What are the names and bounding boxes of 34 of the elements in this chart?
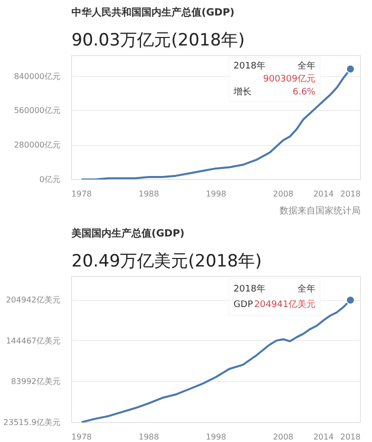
y-tick-label: 560000亿元: [14, 106, 61, 116]
annotation: 全年: [297, 283, 316, 294]
x-tick-label: 1988: [138, 432, 159, 442]
annotation: 增长: [232, 86, 252, 98]
chart-title: 美国国内生产总值(GDP): [70, 228, 184, 240]
x-tick-label: 1998: [206, 190, 226, 198]
y-tick-label: 204942亿美元: [6, 296, 61, 305]
y-tick-label: 0亿元: [39, 175, 61, 184]
x-tick-label: 2018: [340, 432, 361, 442]
annotation: 6.6%: [292, 88, 316, 98]
annotation: 204941亿美元: [254, 298, 316, 310]
x-tick-label: 1988: [138, 190, 159, 198]
annotation: 2018年: [234, 60, 266, 72]
x-tick-label: 1978: [71, 432, 92, 442]
chart-title: 中华人民共和国国内生产总值(GDP): [72, 6, 234, 18]
x-tick-label: 2018: [340, 190, 361, 198]
text: 数据来自国家统计局: [280, 206, 360, 216]
chart-subtitle: 20.49万亿美元(2018年): [72, 252, 262, 272]
x-tick-label: 2008: [273, 432, 294, 442]
x-tick-label: 2008: [273, 190, 294, 198]
annotation: 900309亿元: [263, 73, 316, 84]
y-tick-label: 280000亿元: [14, 140, 61, 150]
y-tick-label: 83992亿美元: [11, 377, 61, 386]
chart-subtitle: 90.03万亿元(2018年): [72, 30, 245, 50]
x-tick-label: 1978: [71, 190, 92, 198]
annotation: 2018年: [234, 283, 266, 294]
x-tick-label: 2014: [313, 432, 334, 442]
y-tick-label: 23515.9亿美元: [3, 418, 61, 427]
x-tick-label: 1998: [206, 432, 226, 442]
y-tick-label: 144467亿美元: [6, 336, 61, 346]
annotation: GDP: [234, 300, 254, 310]
annotation: 全年: [297, 60, 316, 72]
x-tick-label: 2014: [313, 190, 334, 198]
y-tick-label: 840000亿元: [14, 72, 61, 81]
